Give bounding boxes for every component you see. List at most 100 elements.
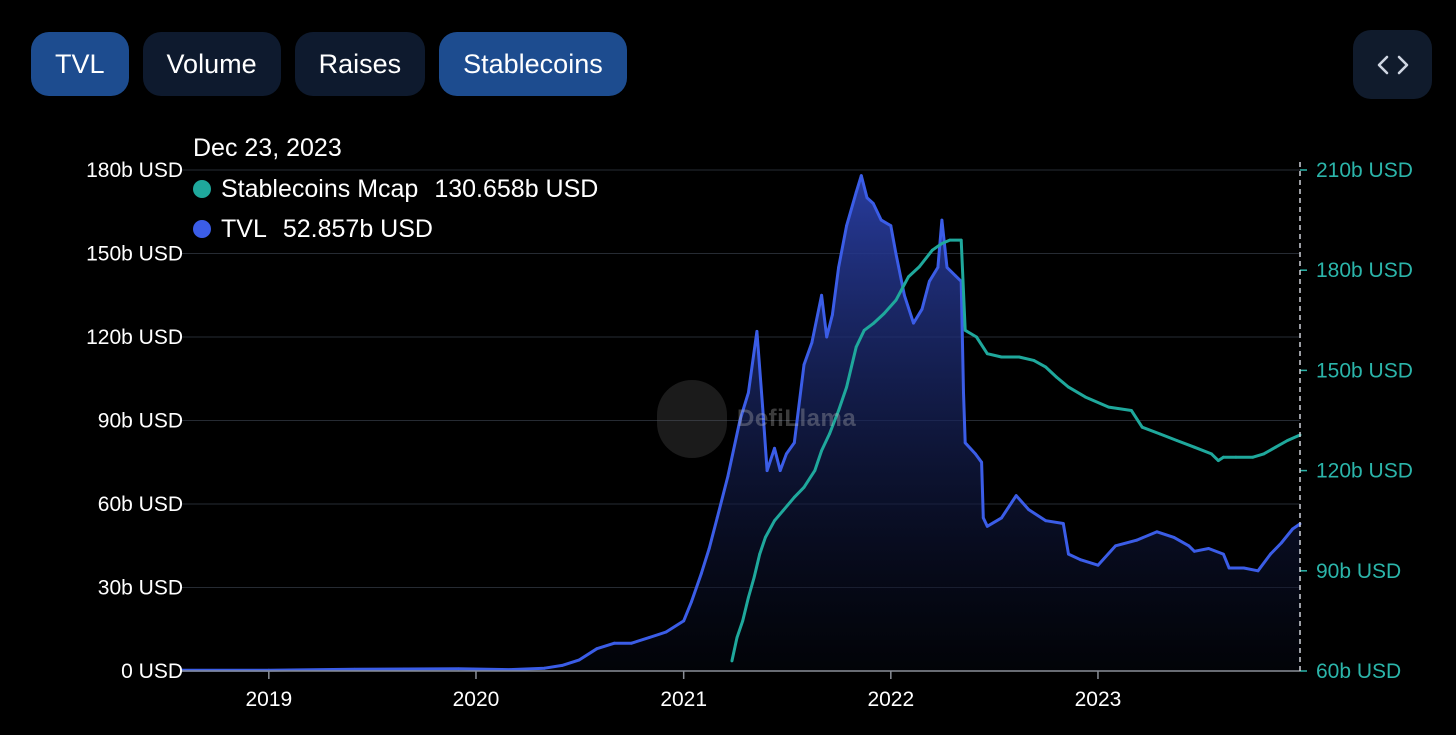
stablecoins-mcap-point <box>758 552 762 556</box>
tvl-point <box>1172 536 1176 539</box>
stablecoins-mcap-point <box>1055 375 1058 379</box>
stablecoins-mcap-point <box>1216 459 1220 462</box>
stablecoins-mcap-point <box>752 576 756 579</box>
stablecoins-mcap-point <box>1044 365 1048 369</box>
stablecoins-mcap-point <box>862 328 866 332</box>
chart-tooltip: Dec 23, 2023 Stablecoins Mcap 130.658b U… <box>193 134 598 249</box>
tvl-point <box>854 190 858 194</box>
tvl-area <box>182 175 1300 671</box>
left-axis-tick-label: 180b USD <box>86 159 183 182</box>
x-axis-tick-label: 2019 <box>245 688 292 711</box>
tvl-point <box>1014 494 1018 497</box>
tvl-point <box>785 452 788 456</box>
tvl-point <box>871 202 875 205</box>
stablecoins-mcap-point <box>854 345 858 349</box>
stablecoins-mcap-point <box>837 409 840 412</box>
tvl-point <box>543 666 546 670</box>
tvl-point <box>726 474 730 478</box>
tvl-point <box>894 252 898 255</box>
tooltip-row-tvl: TVL 52.857b USD <box>193 209 598 249</box>
tvl-point <box>1061 522 1065 525</box>
stablecoins-mcap-point <box>1130 409 1133 412</box>
stablecoins-mcap-point <box>764 536 767 539</box>
left-axis-tick-label: 120b USD <box>86 326 183 349</box>
tvl-point <box>889 224 893 228</box>
tvl-point <box>859 174 863 178</box>
axes: 0 USD 30b USD 60b USD 90b USD 120b USD 150b U… <box>86 159 1413 711</box>
stablecoins-mcap-point <box>747 596 750 599</box>
tvl-point <box>1222 552 1225 556</box>
stablecoins-mcap-point <box>820 449 823 452</box>
stablecoins-mcap-point <box>930 248 934 252</box>
tvl-point <box>560 664 564 667</box>
tvl-point <box>985 524 989 528</box>
tvl-point <box>879 218 883 222</box>
stablecoins-mcap-point <box>1175 439 1179 442</box>
tvl-point <box>664 630 668 634</box>
tab-stablecoins[interactable]: Stablecoins <box>439 32 627 96</box>
stablecoins-mcap-point <box>813 469 817 472</box>
stablecoins-mcap-point <box>802 485 806 489</box>
embed-button[interactable] <box>1353 30 1432 99</box>
tvl-point <box>1135 538 1138 542</box>
tvl-point <box>613 641 616 645</box>
stablecoins-mcap-point <box>1067 385 1070 389</box>
tvl-point <box>1242 566 1246 570</box>
stablecoins-mcap-point <box>730 659 734 663</box>
tooltip-series-name: TVL <box>221 214 267 243</box>
stablecoins-mcap-point <box>1140 425 1144 429</box>
tvl-legend-dot <box>193 220 211 238</box>
tvl-point <box>831 313 834 317</box>
stablecoins-legend-dot <box>193 180 211 198</box>
tvl-point <box>792 441 796 445</box>
stablecoins-mcap-point <box>985 352 989 356</box>
stablecoins-mcap-point <box>1000 355 1003 359</box>
tvl-point <box>577 658 581 662</box>
stablecoins-mcap-point <box>773 519 776 523</box>
tvl-point <box>778 469 782 472</box>
tvl-point <box>1067 552 1070 556</box>
x-axis-tick-label: 2023 <box>1075 688 1122 711</box>
tvl-point <box>707 547 711 550</box>
tvl-point <box>1079 558 1082 562</box>
tvl-line <box>182 174 1301 672</box>
tvl-point <box>747 391 750 395</box>
tvl-point <box>773 446 776 450</box>
stablecoins-mcap-point <box>1107 405 1111 409</box>
tvl-point <box>825 335 829 339</box>
tvl-point <box>920 307 924 311</box>
tab-volume[interactable]: Volume <box>142 32 281 96</box>
tvl-point <box>1207 547 1210 550</box>
tvl-point <box>1000 516 1003 520</box>
left-axis-tick-label: 90b USD <box>98 410 183 433</box>
tvl-point <box>1096 563 1100 567</box>
stablecoins-mcap-point <box>907 275 910 279</box>
x-axis-tick-label: 2020 <box>453 688 500 711</box>
right-axis-tick-label: 210b USD <box>1316 159 1413 182</box>
tvl-point <box>1044 519 1048 523</box>
stablecoins-mcap-point <box>828 432 831 436</box>
tvl-point <box>837 266 840 269</box>
tvl-point <box>755 330 759 333</box>
stablecoins-mcap-point <box>1274 445 1277 449</box>
tvl-point <box>647 636 651 639</box>
tvl-area <box>182 175 1300 671</box>
stablecoins-mcap-point <box>1251 455 1255 459</box>
stablecoins-mcap-point <box>948 238 952 242</box>
left-axis-tick-label: 30b USD <box>98 577 183 600</box>
x-axis-tick-label: 2021 <box>660 688 707 711</box>
tab-tvl[interactable]: TVL <box>31 32 129 96</box>
series-lines <box>180 174 1302 672</box>
tvl-point <box>1114 544 1117 548</box>
tvl-point <box>981 516 985 520</box>
tvl-point <box>912 321 915 325</box>
tab-raises[interactable]: Raises <box>294 32 426 96</box>
stablecoins-mcap-point <box>792 495 796 499</box>
tvl-point <box>1279 541 1283 545</box>
tvl-point <box>820 293 823 297</box>
tvl-point <box>765 469 769 472</box>
tvl-point <box>690 600 693 603</box>
tvl-point <box>1027 508 1031 511</box>
tvl-point <box>1291 527 1294 531</box>
tvl-point <box>945 266 949 269</box>
